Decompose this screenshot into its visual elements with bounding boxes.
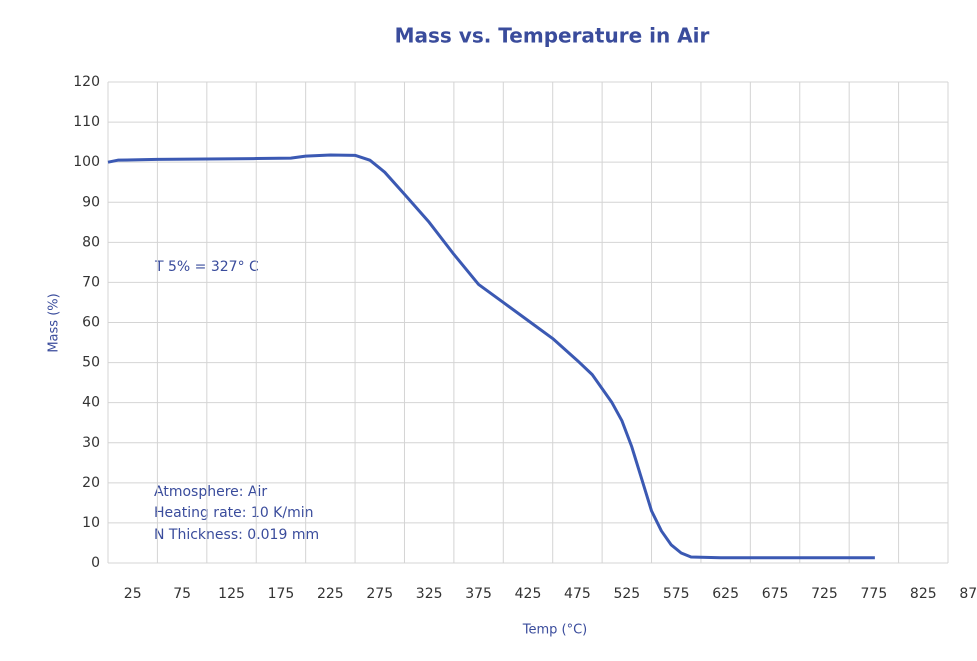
x-tick-label: 725 [811, 586, 838, 602]
x-tick-label: 25 [124, 586, 142, 602]
y-tick-label: 50 [82, 355, 100, 371]
y-tick-label: 20 [82, 475, 100, 491]
chart-title: Mass vs. Temperature in Air [395, 24, 710, 48]
y-tick-label: 120 [73, 74, 100, 90]
x-tick-label: 775 [861, 586, 888, 602]
x-tick-label: 75 [173, 586, 191, 602]
y-tick-label: 80 [82, 234, 100, 250]
y-tick-label: 30 [82, 435, 100, 451]
x-tick-label: 625 [712, 586, 739, 602]
y-tick-label: 40 [82, 395, 100, 411]
x-tick-label: 225 [317, 586, 344, 602]
x-tick-label: 825 [910, 586, 937, 602]
x-axis-label: Temp (°C) [522, 623, 588, 638]
x-tick-label: 275 [366, 586, 393, 602]
x-tick-label: 425 [515, 586, 542, 602]
x-tick-label: 125 [218, 586, 245, 602]
y-tick-label: 70 [82, 274, 100, 290]
x-tick-label: 675 [762, 586, 789, 602]
x-tick-label: 325 [416, 586, 443, 602]
x-tick-label: 375 [465, 586, 492, 602]
y-tick-label: 110 [73, 114, 100, 130]
annotation: N Thickness: 0.019 mm [154, 527, 319, 543]
data-line [107, 153, 875, 560]
annotation: Heating rate: 10 K/min [154, 505, 313, 521]
y-axis-label: Mass (%) [47, 293, 62, 352]
annotation: Atmosphere: Air [154, 484, 267, 500]
x-tick-label: 875 [959, 586, 977, 602]
y-tick-label: 0 [91, 555, 100, 571]
y-tick-label: 10 [82, 515, 100, 531]
x-tick-label: 475 [564, 586, 591, 602]
x-tick-label: 575 [663, 586, 690, 602]
y-tick-label: 90 [82, 194, 100, 210]
x-tick-label: 175 [268, 586, 295, 602]
y-tick-label: 100 [73, 154, 100, 170]
y-tick-label: 60 [82, 315, 100, 331]
x-tick-label: 525 [613, 586, 640, 602]
